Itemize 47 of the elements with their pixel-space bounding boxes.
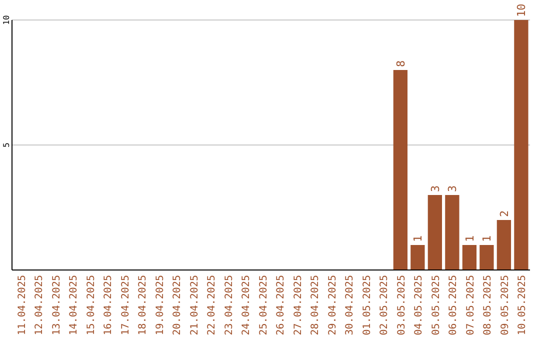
x-tick-label: 10.05.2025	[517, 275, 528, 336]
bar	[480, 245, 494, 270]
x-tick-label: 22.04.2025	[206, 275, 218, 336]
x-tick-label: 03.05.2025	[396, 275, 408, 336]
y-tick-label: 5	[2, 142, 11, 148]
x-tick-label: 06.05.2025	[448, 275, 460, 336]
x-tick-label: 01.05.2025	[362, 275, 373, 336]
x-tick-label: 12.04.2025	[34, 275, 46, 336]
x-tick-label: 08.05.2025	[482, 275, 494, 336]
x-tick-label: 18.04.2025	[138, 275, 149, 336]
x-tick-label: 15.04.2025	[86, 275, 97, 336]
data-label: 1	[412, 235, 425, 242]
data-label: 1	[463, 235, 476, 242]
x-tick-label: 23.04.2025	[224, 275, 235, 336]
bar	[428, 195, 442, 270]
x-tick-label: 07.05.2025	[465, 275, 476, 336]
x-tick-label: 29.04.2025	[327, 275, 338, 336]
x-tick-label: 17.04.2025	[120, 275, 132, 336]
bar	[393, 70, 408, 270]
x-tick-label: 25.04.2025	[258, 275, 270, 336]
data-label: 1	[480, 235, 494, 242]
data-label: 2	[498, 210, 511, 217]
x-tick-label: 11.04.2025	[16, 275, 28, 336]
bar	[514, 20, 528, 270]
x-tick-label: 27.04.2025	[292, 275, 304, 336]
data-label: 10	[515, 4, 528, 17]
x-tick-label: 04.05.2025	[414, 275, 425, 336]
bar	[462, 245, 477, 270]
bar	[496, 220, 512, 270]
bar	[445, 195, 460, 270]
x-tick-label: 19.04.2025	[154, 275, 166, 336]
x-tick-label: 02.05.2025	[379, 275, 390, 336]
x-tick-label: 20.04.2025	[172, 275, 184, 336]
data-label: 3	[428, 185, 442, 192]
x-tick-label: 16.04.2025	[103, 275, 114, 336]
x-tick-label: 24.04.2025	[241, 275, 252, 336]
x-tick-label: 14.04.2025	[68, 275, 80, 336]
data-label: 8	[394, 60, 408, 67]
x-tick-label: 21.04.2025	[189, 275, 200, 336]
data-label: 3	[446, 185, 460, 192]
x-tick-label: 09.05.2025	[500, 275, 511, 336]
x-tick-label: 28.04.2025	[310, 275, 322, 336]
x-tick-label: 05.05.2025	[430, 275, 442, 336]
x-tick-label: 26.04.2025	[276, 275, 287, 336]
x-tick-label: 13.04.2025	[51, 275, 62, 336]
x-tick-label: 30.04.2025	[344, 275, 356, 336]
bar	[410, 245, 425, 270]
